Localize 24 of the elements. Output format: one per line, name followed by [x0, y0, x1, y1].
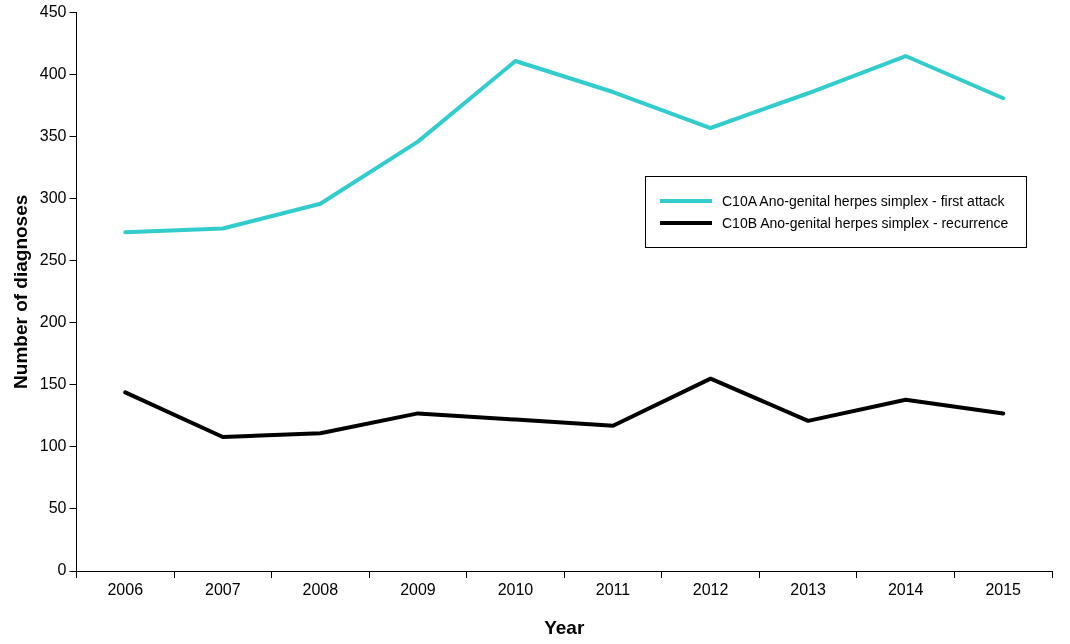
y-tick-label: 100 [39, 437, 67, 455]
x-tick-label: 2006 [107, 581, 144, 599]
y-tick-label: 150 [39, 375, 67, 393]
legend-label: C10A Ano-genital herpes simplex - first attack [722, 192, 1005, 209]
y-axis-title: Number of diagnoses [9, 194, 31, 389]
x-tick-label: 2009 [400, 581, 436, 599]
y-tick-label: 400 [39, 65, 67, 83]
x-tick-label: 2014 [887, 581, 924, 599]
y-tick-label: 200 [39, 313, 67, 331]
x-tick-label: 2013 [790, 581, 827, 599]
y-tick-label: 300 [39, 189, 67, 207]
x-tick-label: 2008 [302, 581, 339, 599]
y-tick-label: 0 [57, 561, 67, 579]
y-tick-label: 450 [39, 3, 67, 21]
x-tick-label: 2010 [497, 581, 534, 599]
x-tick-label: 2012 [692, 581, 729, 599]
x-axis-title: Year [544, 616, 585, 638]
x-tick-label: 2011 [595, 581, 631, 599]
legend-label: C10B Ano-genital herpes simplex - recurrence [722, 214, 1009, 231]
y-tick-label: 50 [48, 499, 67, 517]
y-tick-label: 350 [39, 127, 67, 145]
x-tick-label: 2007 [205, 581, 241, 599]
x-tick-label: 2015 [985, 581, 1022, 599]
y-tick-label: 250 [39, 251, 67, 269]
